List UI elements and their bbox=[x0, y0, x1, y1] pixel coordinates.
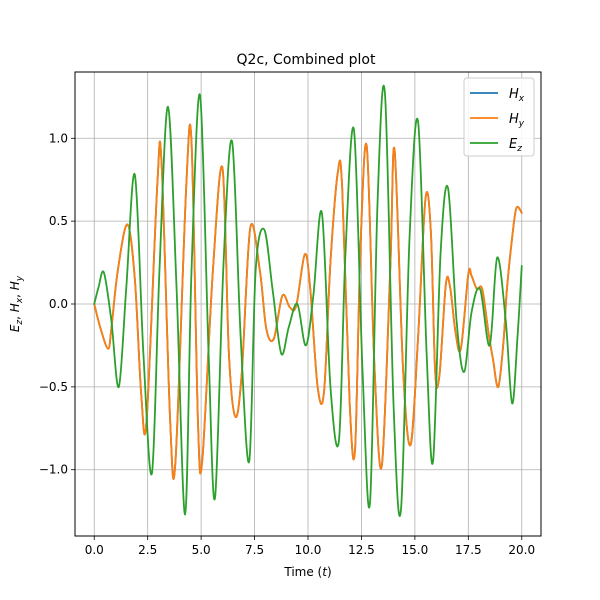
x-tick-label: 0.0 bbox=[85, 543, 104, 557]
y-axis-label: Ez, Hx, Hy bbox=[8, 275, 25, 332]
y-tick-label: −1.0 bbox=[39, 463, 68, 477]
legend-box bbox=[463, 77, 535, 157]
series-layer bbox=[93, 84, 523, 517]
x-tick-label: 20.0 bbox=[508, 543, 535, 557]
x-tick-label: 5.0 bbox=[192, 543, 211, 557]
legend-label: Hy bbox=[509, 112, 525, 129]
legend: Hx Hy Ez bbox=[463, 77, 535, 157]
y-tick-label: 1.0 bbox=[49, 131, 68, 145]
x-tick-label: 17.5 bbox=[455, 543, 482, 557]
x-tick-label: 7.5 bbox=[245, 543, 264, 557]
y-tick-label: 0.5 bbox=[49, 214, 68, 228]
x-axis-label: Time (t) bbox=[283, 565, 331, 579]
legend-label: Hx bbox=[509, 87, 525, 104]
x-tick-label: 15.0 bbox=[402, 543, 429, 557]
x-tick-label: 2.5 bbox=[138, 543, 157, 557]
x-tick-label: 10.0 bbox=[295, 543, 322, 557]
y-tick-label: 0.0 bbox=[49, 297, 68, 311]
series-line-ez bbox=[93, 84, 523, 517]
x-axis: 0.0 2.5 5.0 7.5 10.0 12.5 15.0 17.5 20.0 bbox=[85, 536, 535, 557]
legend-label: Ez bbox=[509, 137, 522, 154]
x-tick-label: 12.5 bbox=[348, 543, 375, 557]
y-tick-label: −0.5 bbox=[39, 380, 68, 394]
y-axis: −1.0 −0.5 0.0 0.5 1.0 bbox=[39, 131, 75, 477]
chart-title: Q2c, Combined plot bbox=[237, 52, 376, 68]
series-line-hy bbox=[93, 123, 523, 480]
